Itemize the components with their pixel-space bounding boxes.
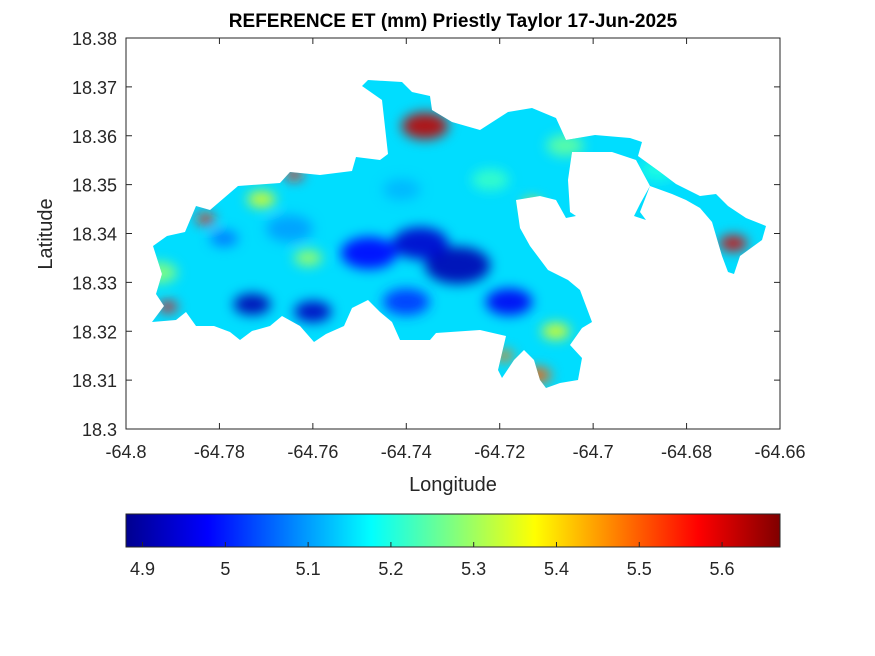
- y-tick-label: 18.33: [72, 273, 117, 293]
- heatmap-cell: [266, 215, 313, 243]
- x-tick-label: -64.78: [194, 442, 245, 462]
- y-tick-label: 18.3: [82, 420, 117, 440]
- colorbar-ticks: 4.9 5 5.1 5.2 5.3 5.4 5.5 5.6: [130, 542, 735, 579]
- heatmap-cell: [541, 323, 570, 340]
- x-tick-label: -64.68: [661, 442, 712, 462]
- heatmap-cell: [382, 288, 430, 316]
- colorbar-tick-label: 5.6: [710, 559, 735, 579]
- heatmap-cell: [158, 301, 178, 313]
- heatmap-cell: [233, 293, 271, 316]
- heatmap-cell: [210, 230, 239, 247]
- x-tick-label: -64.74: [381, 442, 432, 462]
- colorbar-tick-label: 5: [220, 559, 230, 579]
- x-tick-label: -64.76: [287, 442, 338, 462]
- heatmap-cell: [392, 227, 449, 260]
- y-tick-label: 18.34: [72, 225, 117, 245]
- heatmap-cell: [340, 236, 397, 270]
- colorbar-tick-label: 5.2: [378, 559, 403, 579]
- heatmap-cell: [294, 300, 332, 323]
- chart-title: REFERENCE ET (mm) Priestly Taylor 17-Jun…: [229, 11, 678, 32]
- heatmap-cell: [546, 134, 584, 157]
- y-tick-label: 18.37: [72, 78, 117, 98]
- colorbar-tick-label: 4.9: [130, 559, 155, 579]
- x-tick-label: -64.72: [474, 442, 525, 462]
- heatmap-cell: [294, 249, 323, 267]
- y-axis-label: Latitude: [35, 198, 57, 269]
- y-tick-label: 18.35: [72, 176, 117, 196]
- colorbar: [125, 513, 781, 548]
- colorbar-tick-label: 5.3: [461, 559, 486, 579]
- heatmap-cell: [719, 235, 748, 252]
- heatmap-cell: [196, 213, 215, 225]
- heatmap-cell: [401, 112, 449, 140]
- colorbar-tick-label: 5.4: [544, 559, 569, 579]
- x-tick-label: -64.66: [754, 442, 805, 462]
- y-tick-label: 18.36: [72, 127, 117, 147]
- y-tick-label: 18.38: [72, 29, 117, 49]
- x-tick-label: -64.8: [105, 442, 146, 462]
- heatmap-cell: [485, 288, 533, 316]
- colorbar-tick-label: 5.1: [296, 559, 321, 579]
- x-tick-label: -64.7: [573, 442, 614, 462]
- heatmap-cell: [424, 246, 491, 285]
- heatmap-cell: [247, 191, 276, 208]
- x-axis: -64.8 -64.78 -64.76 -64.74 -64.72 -64.7 -64.68…: [105, 38, 806, 462]
- y-tick-label: 18.31: [72, 371, 117, 391]
- y-tick-label: 18.32: [72, 322, 117, 342]
- x-axis-label: Longitude: [409, 474, 497, 496]
- y-axis: 18.3 18.31 18.32 18.33 18.34 18.35 18.36 18.37 1…: [72, 29, 780, 440]
- colorbar-tick-label: 5.5: [627, 559, 652, 579]
- heatmap-cell: [382, 178, 421, 201]
- heatmap-cell: [471, 168, 510, 191]
